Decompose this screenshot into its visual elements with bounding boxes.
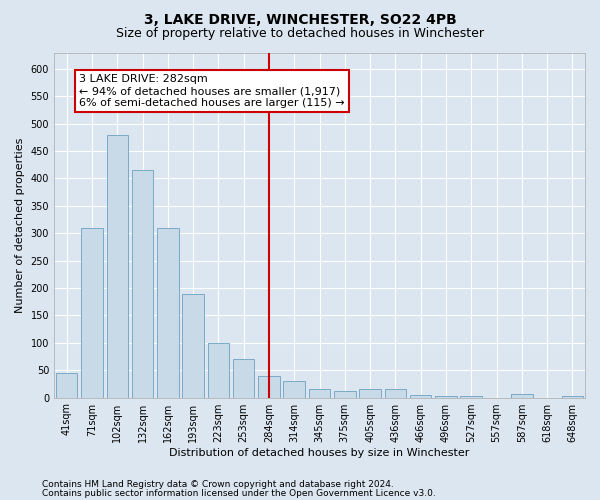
Bar: [283, 381, 305, 398]
Text: Contains public sector information licensed under the Open Government Licence v3: Contains public sector information licen…: [42, 488, 436, 498]
Bar: [233, 359, 254, 398]
Y-axis label: Number of detached properties: Number of detached properties: [15, 138, 25, 312]
Bar: [435, 396, 457, 398]
Bar: [107, 134, 128, 398]
X-axis label: Distribution of detached houses by size in Winchester: Distribution of detached houses by size …: [169, 448, 470, 458]
Text: 3, LAKE DRIVE, WINCHESTER, SO22 4PB: 3, LAKE DRIVE, WINCHESTER, SO22 4PB: [143, 12, 457, 26]
Bar: [385, 390, 406, 398]
Bar: [309, 390, 330, 398]
Bar: [182, 294, 204, 398]
Bar: [460, 396, 482, 398]
Bar: [132, 170, 153, 398]
Bar: [511, 394, 533, 398]
Bar: [157, 228, 179, 398]
Bar: [334, 391, 356, 398]
Bar: [56, 373, 77, 398]
Text: Contains HM Land Registry data © Crown copyright and database right 2024.: Contains HM Land Registry data © Crown c…: [42, 480, 394, 489]
Bar: [81, 228, 103, 398]
Bar: [258, 376, 280, 398]
Bar: [208, 343, 229, 398]
Text: 3 LAKE DRIVE: 282sqm
← 94% of detached houses are smaller (1,917)
6% of semi-det: 3 LAKE DRIVE: 282sqm ← 94% of detached h…: [79, 74, 345, 108]
Bar: [359, 390, 381, 398]
Text: Size of property relative to detached houses in Winchester: Size of property relative to detached ho…: [116, 28, 484, 40]
Bar: [562, 396, 583, 398]
Bar: [410, 395, 431, 398]
